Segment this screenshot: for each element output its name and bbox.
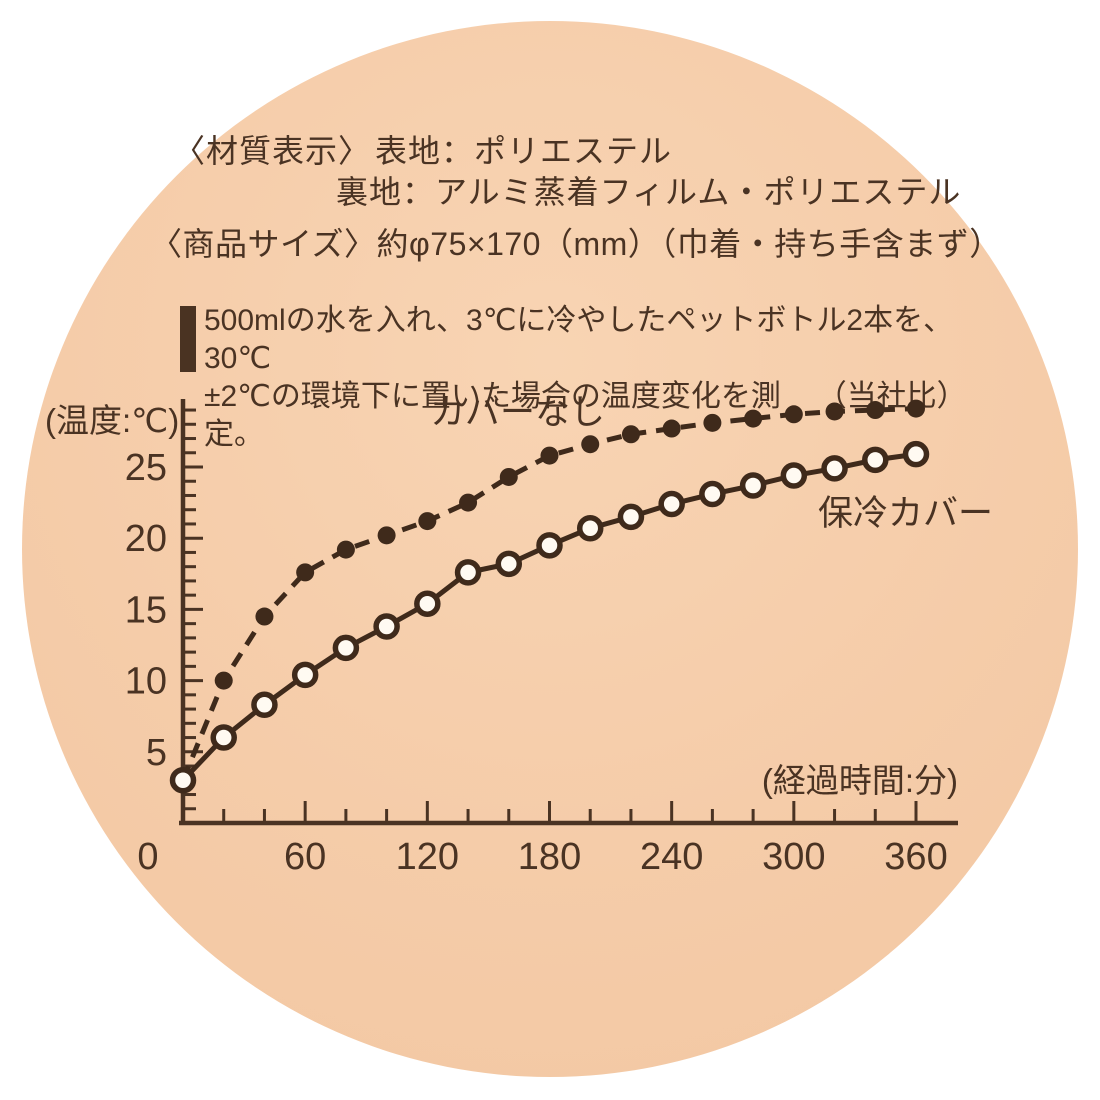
note-line-1: 500mlの水を入れ、3℃に冷やしたペットボトル2本を、30℃ — [204, 304, 954, 375]
data-point — [214, 671, 233, 690]
series-line-1 — [181, 451, 917, 783]
data-point — [332, 634, 360, 662]
size-line: 〈商品サイズ〉約φ75×170（mm）（巾着・持ち手含まず） — [150, 226, 1002, 262]
x-tick-label: 300 — [762, 836, 825, 878]
data-point — [862, 446, 889, 474]
data-point — [377, 526, 396, 545]
x-tick-label: 240 — [640, 836, 703, 878]
data-point — [662, 419, 681, 438]
material-heading: 〈材質表示〉 — [173, 133, 372, 169]
x-axis-title: (経過時間:分) — [762, 762, 958, 799]
y-tick-label: 5 — [146, 732, 167, 774]
material-back: 裏地：アルミ蒸着フィルム・ポリエステル — [336, 174, 962, 210]
data-point — [459, 493, 478, 512]
data-point — [825, 402, 844, 421]
y-tick-label: 15 — [125, 589, 167, 631]
data-point — [373, 613, 400, 640]
data-point — [699, 480, 726, 508]
data-point — [169, 767, 197, 794]
data-point — [495, 550, 523, 578]
data-point — [454, 559, 482, 586]
data-point — [296, 563, 315, 582]
material-section: 〈材質表示〉 表地：ポリエステル — [173, 126, 672, 172]
x-tick-label: 180 — [518, 836, 581, 878]
data-point — [581, 435, 600, 454]
data-point — [784, 405, 803, 424]
data-point — [739, 472, 767, 499]
data-point — [336, 540, 355, 559]
data-point — [617, 503, 645, 531]
data-point — [621, 425, 640, 444]
data-point — [658, 490, 685, 518]
note-line-2: ±2℃の環境下に置いた場合の温度変化を測定。 — [204, 380, 781, 451]
data-point — [902, 440, 930, 468]
x-tick-label: 0 — [137, 836, 158, 878]
data-point — [866, 401, 885, 420]
data-point — [251, 691, 278, 719]
data-point — [255, 607, 274, 626]
data-point — [907, 399, 925, 418]
data-point — [414, 590, 441, 617]
data-point — [540, 446, 559, 465]
data-point — [821, 455, 848, 482]
data-point — [780, 462, 808, 489]
y-axis-title: (温度:℃) — [45, 402, 179, 439]
data-point — [499, 467, 518, 486]
data-point — [210, 724, 237, 751]
data-point — [418, 512, 437, 531]
y-tick-label: 20 — [125, 518, 167, 560]
data-point — [703, 413, 722, 432]
x-tick-label: 60 — [284, 836, 326, 878]
note-bar-icon — [180, 306, 196, 372]
material-front: 表地：ポリエステル — [375, 133, 673, 169]
data-point — [291, 661, 319, 689]
x-tick-label: 360 — [884, 836, 947, 878]
data-point — [576, 514, 604, 542]
y-tick-label: 10 — [125, 661, 167, 703]
x-tick-label: 120 — [396, 836, 459, 878]
series-label-1: 保冷カバー — [818, 494, 993, 533]
y-tick-label: 25 — [125, 447, 167, 489]
series-label-0: カバーなし — [430, 393, 605, 432]
data-point — [536, 532, 563, 559]
data-point — [744, 409, 763, 428]
